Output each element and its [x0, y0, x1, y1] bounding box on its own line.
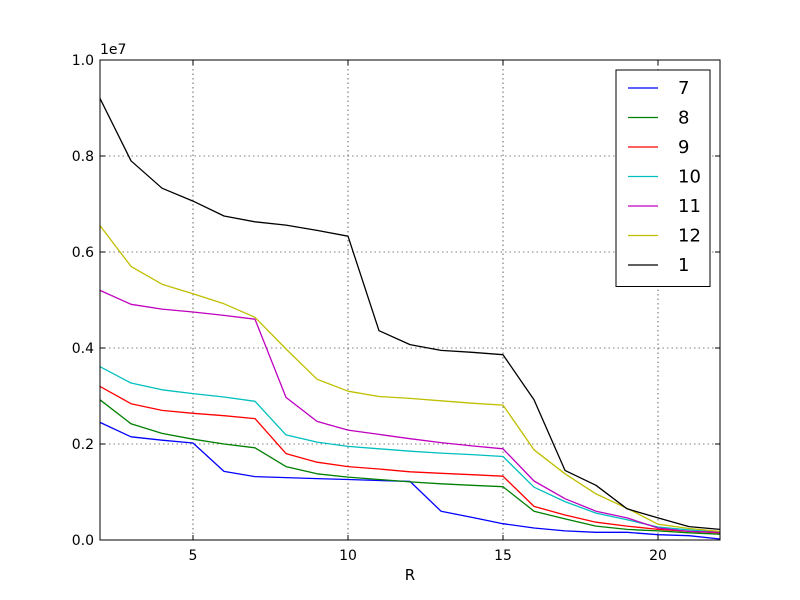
series-line-12	[99, 225, 721, 533]
legend: 7 8 9 10 11 12 1	[615, 69, 711, 287]
series-line-9	[99, 385, 721, 534]
series-lines	[99, 98, 721, 540]
plot-frame	[99, 59, 721, 541]
legend-label: 7	[678, 78, 689, 99]
legend-label: 1	[678, 255, 689, 276]
y-tick-label: 0.6	[72, 245, 94, 261]
x-tick-label: 10	[339, 548, 357, 564]
y-tick-label: 0.8	[72, 149, 94, 165]
legend-label: 11	[678, 196, 701, 217]
grid-lines	[100, 60, 720, 540]
legend-label: 10	[678, 167, 701, 188]
legend-box	[615, 69, 711, 287]
legend-label: 8	[678, 108, 689, 129]
x-tick-label: 15	[494, 548, 512, 564]
axis-ticks: 5 10 15 20 0.0 0.2 0.4 0.6 0.8 1.0	[72, 53, 720, 564]
series-line-1	[99, 98, 721, 531]
y-tick-label: 1.0	[72, 53, 94, 69]
y-offset-label: 1e7	[100, 42, 126, 58]
x-axis-label: R	[405, 566, 415, 584]
x-tick-label: 20	[649, 548, 667, 564]
legend-label: 12	[678, 226, 701, 247]
series-line-8	[99, 399, 721, 535]
legend-label: 9	[678, 137, 689, 158]
x-tick-label: 5	[189, 548, 198, 564]
series-line-11	[99, 289, 721, 533]
series-line-10	[99, 366, 721, 533]
y-tick-label: 0.4	[72, 341, 94, 357]
y-tick-label: 0.0	[72, 533, 94, 549]
y-tick-label: 0.2	[72, 437, 94, 453]
